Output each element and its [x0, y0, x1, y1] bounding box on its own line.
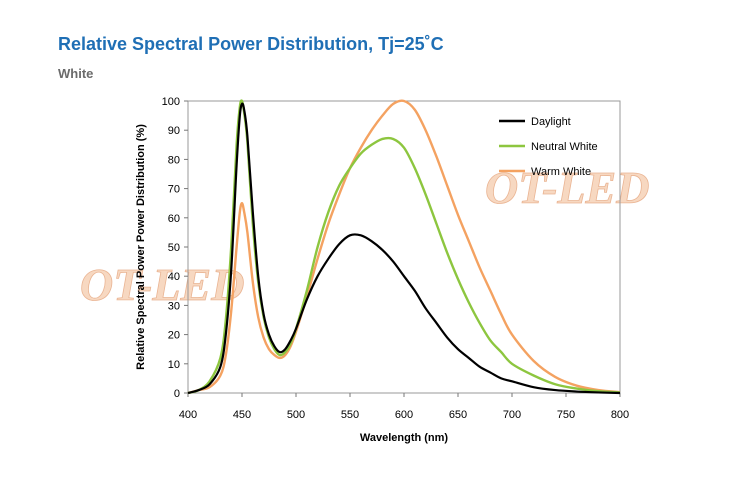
series-line-daylight	[187, 102, 621, 395]
y-tick-label: 10	[168, 359, 180, 371]
y-axis-title: Relative Spectral Power Power Distributi…	[135, 124, 147, 370]
y-tick-label: 90	[168, 125, 180, 137]
x-tick-label: 450	[233, 409, 251, 421]
page-title: Relative Spectral Power Distribution, Tj…	[58, 34, 444, 54]
y-tick-label: 30	[168, 300, 180, 312]
x-axis-title: Wavelength (nm)	[360, 432, 449, 444]
legend-label: Warm White	[531, 166, 591, 178]
y-tick-label: 100	[162, 96, 180, 108]
x-tick-label: 700	[503, 409, 521, 421]
legend-label: Neutral White	[531, 141, 598, 153]
page-subtitle: White	[58, 66, 94, 81]
x-tick-label: 800	[611, 409, 629, 421]
watermark-left: OT-LED	[80, 259, 244, 310]
x-tick-label: 600	[395, 409, 413, 421]
series-line-warm-white	[187, 99, 621, 395]
y-tick-label: 20	[168, 330, 180, 342]
series-line-neutral-white	[187, 99, 621, 395]
legend: Daylight Neutral White Warm White	[499, 116, 598, 178]
x-tick-label: 650	[449, 409, 467, 421]
y-tick-label: 40	[168, 271, 180, 283]
y-tick-label: 60	[168, 213, 180, 225]
y-tick-label: 0	[174, 388, 180, 400]
y-tick-label: 80	[168, 154, 180, 166]
x-tick-label: 400	[179, 409, 197, 421]
x-tick-label: 550	[341, 409, 359, 421]
x-tick-label: 750	[557, 409, 575, 421]
x-tick-label: 500	[287, 409, 305, 421]
y-tick-label: 50	[168, 242, 180, 254]
y-tick-label: 70	[168, 184, 180, 196]
legend-label: Daylight	[531, 116, 571, 128]
